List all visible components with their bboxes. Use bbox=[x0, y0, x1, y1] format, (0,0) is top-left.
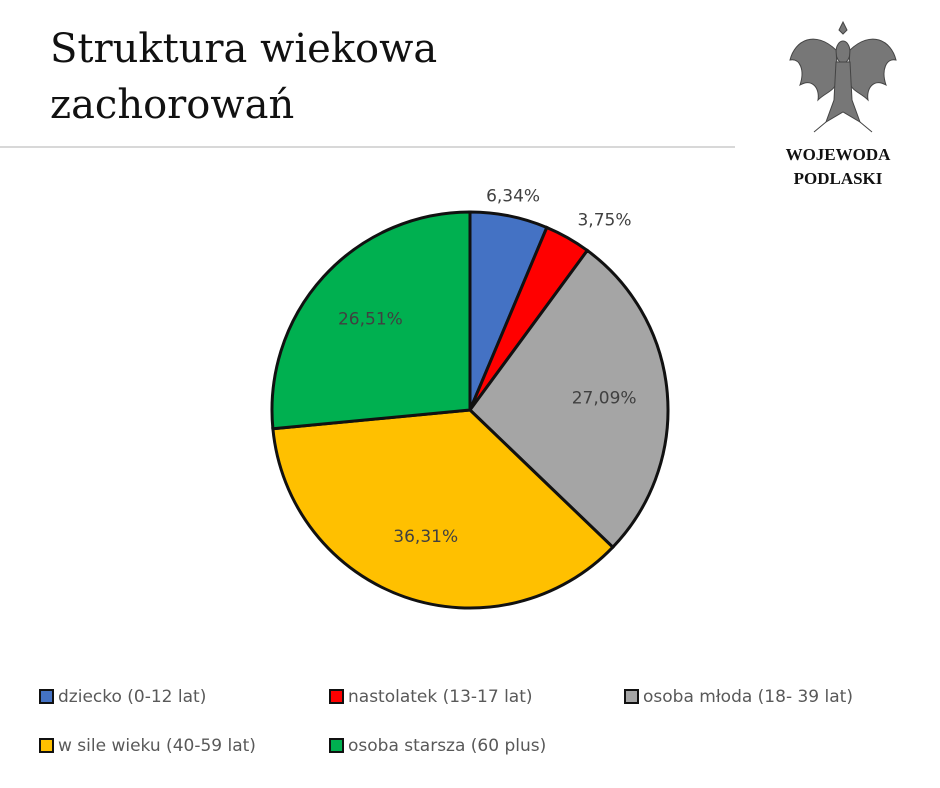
legend-label: osoba starsza (60 plus) bbox=[348, 736, 546, 756]
legend-swatch bbox=[329, 738, 344, 753]
legend-label: dziecko (0-12 lat) bbox=[58, 687, 206, 707]
value-label: 26,51% bbox=[338, 309, 403, 329]
logo-text: WOJEWODA bbox=[786, 145, 892, 164]
value-label: 27,09% bbox=[572, 388, 637, 408]
legend-swatch bbox=[39, 738, 54, 753]
emblem bbox=[789, 20, 897, 133]
pie-slice bbox=[468, 248, 670, 550]
legend-swatch bbox=[329, 689, 344, 704]
value-label: 36,31% bbox=[393, 527, 458, 547]
legend-swatch bbox=[624, 689, 639, 704]
pie-slice bbox=[270, 210, 472, 431]
legend-label: nastolatek (13-17 lat) bbox=[348, 687, 533, 707]
pie-slice bbox=[271, 408, 615, 610]
value-label: 3,75% bbox=[577, 211, 631, 231]
value-label: 6,34% bbox=[486, 187, 540, 207]
chart-title: Struktura wiekowa zachorowań bbox=[50, 26, 437, 128]
legend-swatch bbox=[39, 689, 54, 704]
legend-label: osoba młoda (18- 39 lat) bbox=[643, 687, 853, 707]
legend-label: w sile wieku (40-59 lat) bbox=[58, 736, 256, 756]
logo-text: PODLASKI bbox=[794, 169, 883, 188]
